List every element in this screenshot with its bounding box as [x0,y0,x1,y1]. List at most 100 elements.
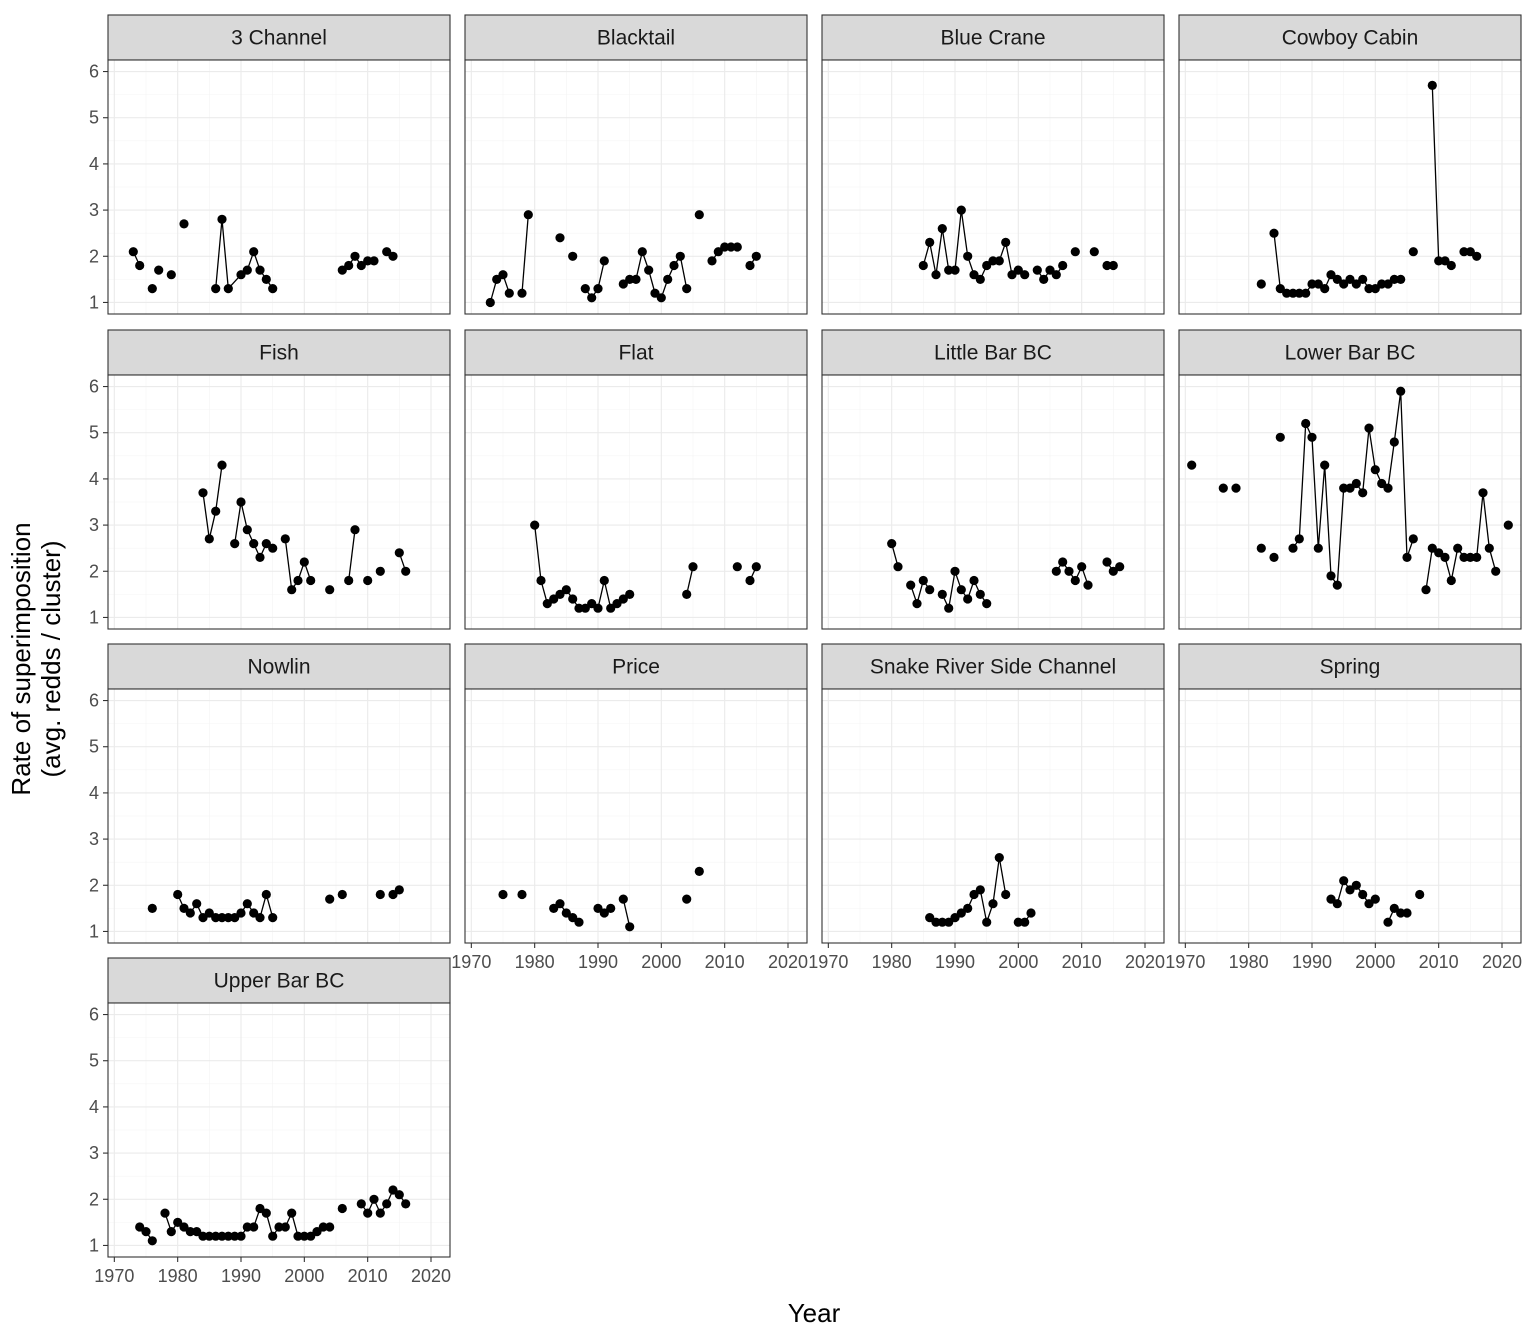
data-point [1051,566,1061,576]
data-point [988,899,998,909]
data-point [1058,260,1068,271]
data-point [1421,585,1431,595]
data-point [375,566,385,576]
data-point [274,1222,284,1232]
data-point [1440,256,1450,266]
data-point [580,284,590,294]
data-point [1389,437,1399,447]
data-point [631,274,641,284]
data-point [956,205,966,215]
data-point [1396,274,1406,284]
facet-panel: Flat [464,329,808,630]
data-point [1064,566,1074,576]
facet-panel: Blacktail [464,14,808,315]
data-point [1020,270,1030,280]
data-point [1396,386,1406,396]
data-point [1013,917,1023,927]
data-point [625,589,635,600]
panel-border [1178,688,1522,944]
data-point [1364,423,1374,433]
data-point [1001,889,1011,900]
data-point [593,903,603,914]
data-point [1070,575,1080,586]
data-point [211,284,221,294]
data-point [1383,483,1393,493]
data-point [261,1208,271,1218]
data-point [1453,543,1463,553]
data-point [944,917,954,927]
y-tick-label: 2 [89,1189,99,1209]
data-point [1434,256,1444,266]
data-point [382,1199,392,1209]
data-point [944,265,954,275]
data-point [568,913,578,923]
facet-strip-label: Flat [618,342,653,365]
data-point [555,589,565,600]
y-tick-label: 6 [89,377,99,397]
data-point [1345,885,1355,895]
data-point [1218,483,1228,493]
data-point [707,256,717,266]
y-tick-label: 2 [89,246,99,266]
x-tick-label: 2020 [1482,952,1522,972]
data-point [1383,917,1393,927]
data-point [650,288,660,298]
data-point [1415,889,1425,900]
data-point [523,210,533,220]
data-point [350,251,360,261]
data-point [198,913,208,923]
panel-border [464,59,808,315]
data-point [1478,488,1488,498]
facet-panel: Lower Bar BC [1178,329,1522,630]
x-tick-label: 2010 [1419,952,1459,972]
data-point [975,885,985,895]
data-point [204,1231,214,1241]
data-point [612,599,622,609]
data-point [135,260,145,271]
data-point [937,917,947,927]
data-point [401,566,411,576]
x-tick-label: 2000 [1355,952,1395,972]
data-point [249,908,259,918]
data-point [306,1231,316,1241]
data-point [230,539,240,549]
x-tick-label: 2000 [641,952,681,972]
data-point [204,534,214,544]
data-point [1339,483,1349,493]
data-point [1491,566,1501,576]
data-point [1294,288,1304,298]
data-point [606,603,616,613]
data-point [1077,562,1087,572]
data-point [1269,552,1279,563]
data-point [1503,520,1513,530]
data-point [549,594,559,604]
data-point [1256,543,1266,553]
data-point [931,917,941,927]
data-point [1051,270,1061,280]
data-point [1427,80,1437,90]
data-point [561,585,571,595]
series-line [910,578,931,606]
facet-strip-label: Blue Crane [940,27,1045,50]
data-point [1307,432,1317,442]
data-point [299,1231,309,1241]
data-point [173,889,183,900]
data-point [1332,899,1342,909]
data-point [1389,903,1399,914]
data-point [1301,288,1311,298]
data-point [694,866,704,877]
data-point [618,279,628,289]
data-point [982,599,992,609]
data-point [179,219,189,229]
data-point [261,539,271,549]
data-point [299,557,309,567]
data-point [236,1231,246,1241]
series-line [521,214,529,294]
data-point [147,1236,157,1246]
y-tick-label: 3 [89,1143,99,1163]
data-point [204,908,214,918]
data-point [242,265,252,275]
data-point [173,1217,183,1227]
data-point [751,251,761,261]
data-point [549,903,559,914]
